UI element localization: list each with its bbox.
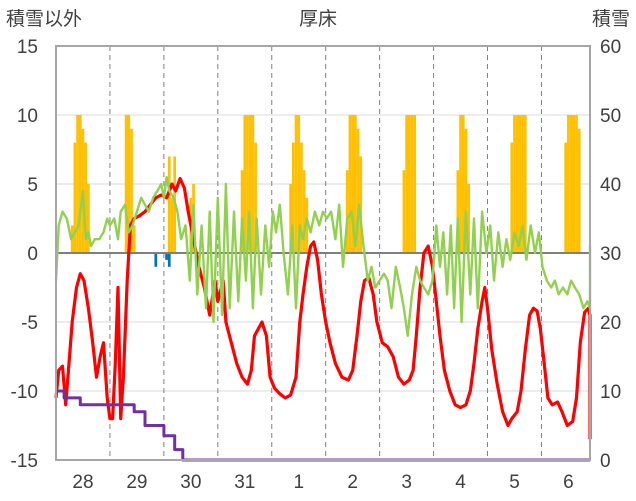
right-tick-label: 10 bbox=[600, 382, 621, 403]
right-tick-label: 0 bbox=[600, 451, 611, 472]
sunshine-bar bbox=[356, 128, 360, 253]
left-tick-label: -10 bbox=[11, 382, 38, 403]
sunshine-bar bbox=[410, 115, 414, 253]
right-tick-label: 20 bbox=[600, 313, 621, 334]
sunshine-bar bbox=[521, 115, 524, 253]
left-tick-label: 10 bbox=[17, 106, 38, 127]
right-tick-label: 50 bbox=[600, 106, 621, 127]
sunshine-bar bbox=[297, 115, 301, 253]
right-axis-label: 積雪 bbox=[592, 8, 630, 30]
sunshine-bar bbox=[515, 115, 519, 253]
sunshine-bar bbox=[73, 142, 77, 253]
lines-layer bbox=[54, 175, 592, 462]
sunshine-bar bbox=[300, 142, 303, 253]
sunshine-bar bbox=[572, 115, 576, 253]
sunshine-bar bbox=[294, 115, 298, 253]
sunshine-bar bbox=[246, 115, 249, 253]
x-tick-label: 3 bbox=[401, 472, 412, 493]
sunshine-bar bbox=[87, 184, 90, 253]
right-tick-label: 60 bbox=[600, 37, 621, 58]
sunshine-bar bbox=[461, 115, 465, 253]
sunshine-bar bbox=[464, 128, 468, 253]
x-tick-label: 30 bbox=[180, 472, 201, 493]
right-tick-label: 40 bbox=[600, 175, 621, 196]
x-tick-label: 28 bbox=[72, 472, 93, 493]
sunshine-bar bbox=[351, 115, 355, 253]
sunshine-bar bbox=[359, 156, 363, 253]
sunshine-bar bbox=[456, 170, 460, 253]
sunshine-bar bbox=[127, 115, 131, 253]
sunshine-bar bbox=[567, 115, 570, 253]
snow-depth-line bbox=[56, 389, 590, 462]
plot-frame bbox=[55, 45, 591, 461]
sunshine-bar bbox=[76, 115, 79, 253]
x-tick-label: 4 bbox=[455, 472, 466, 493]
sunshine-bar bbox=[564, 142, 568, 253]
sunshine-bar bbox=[402, 170, 406, 253]
temperature-line bbox=[54, 176, 592, 440]
sunshine-bar bbox=[243, 115, 247, 253]
sunshine-bar bbox=[170, 197, 174, 253]
sunshine-bar bbox=[345, 170, 349, 253]
precip-bar bbox=[154, 253, 158, 267]
sunshine-bar bbox=[302, 170, 306, 253]
sunshine-bar bbox=[291, 142, 295, 253]
sunshine-bar bbox=[348, 115, 352, 253]
sunshine-bar bbox=[167, 156, 171, 253]
sunshine-bar bbox=[510, 142, 514, 253]
sunshine-bar bbox=[575, 115, 578, 253]
x-tick-label: 5 bbox=[509, 472, 520, 493]
sunshine-bar bbox=[513, 115, 516, 253]
left-tick-label: 5 bbox=[27, 175, 38, 196]
sunshine-bar bbox=[518, 115, 522, 253]
sunshine-bar bbox=[248, 115, 252, 253]
sunshine-bar bbox=[254, 142, 257, 253]
sunshine-bar bbox=[523, 115, 527, 253]
sunshine-bar bbox=[467, 184, 470, 253]
chart-title: 厚床 bbox=[299, 8, 337, 30]
frame-layer bbox=[55, 45, 591, 461]
sunshine-bar bbox=[459, 115, 462, 253]
left-tick-label: 0 bbox=[27, 244, 38, 265]
x-tick-label: 31 bbox=[234, 472, 255, 493]
sunshine-bar bbox=[124, 115, 128, 253]
sunshine-bar bbox=[405, 115, 408, 253]
x-tick-label: 2 bbox=[347, 472, 358, 493]
sunshine-bar bbox=[577, 128, 581, 253]
left-axis-label: 積雪以外 bbox=[6, 8, 82, 30]
x-tick-label: 6 bbox=[563, 472, 574, 493]
sunshine-bar bbox=[569, 115, 573, 253]
left-tick-label: -5 bbox=[21, 313, 38, 334]
precip-bar bbox=[165, 253, 168, 260]
sunshine-bar bbox=[78, 115, 82, 253]
wind-line bbox=[54, 175, 592, 337]
sunshine-bar bbox=[251, 115, 255, 253]
precip-bar bbox=[167, 253, 171, 267]
sunshine-bar bbox=[289, 184, 292, 253]
sunshine-bar bbox=[413, 115, 417, 253]
sunshine-bar bbox=[84, 142, 88, 253]
sunshine-bar bbox=[240, 170, 244, 253]
right-tick-label: 30 bbox=[600, 244, 621, 265]
sunshine-bar bbox=[130, 128, 133, 253]
sunshine-bar bbox=[305, 197, 309, 253]
left-tick-label: 15 bbox=[17, 37, 38, 58]
sunshine-bar bbox=[132, 225, 136, 253]
left-tick-label: -15 bbox=[11, 451, 38, 472]
sunshine-bar bbox=[354, 115, 357, 253]
sunshine-bar bbox=[407, 115, 411, 253]
x-tick-label: 1 bbox=[293, 472, 304, 493]
x-tick-label: 29 bbox=[126, 472, 147, 493]
